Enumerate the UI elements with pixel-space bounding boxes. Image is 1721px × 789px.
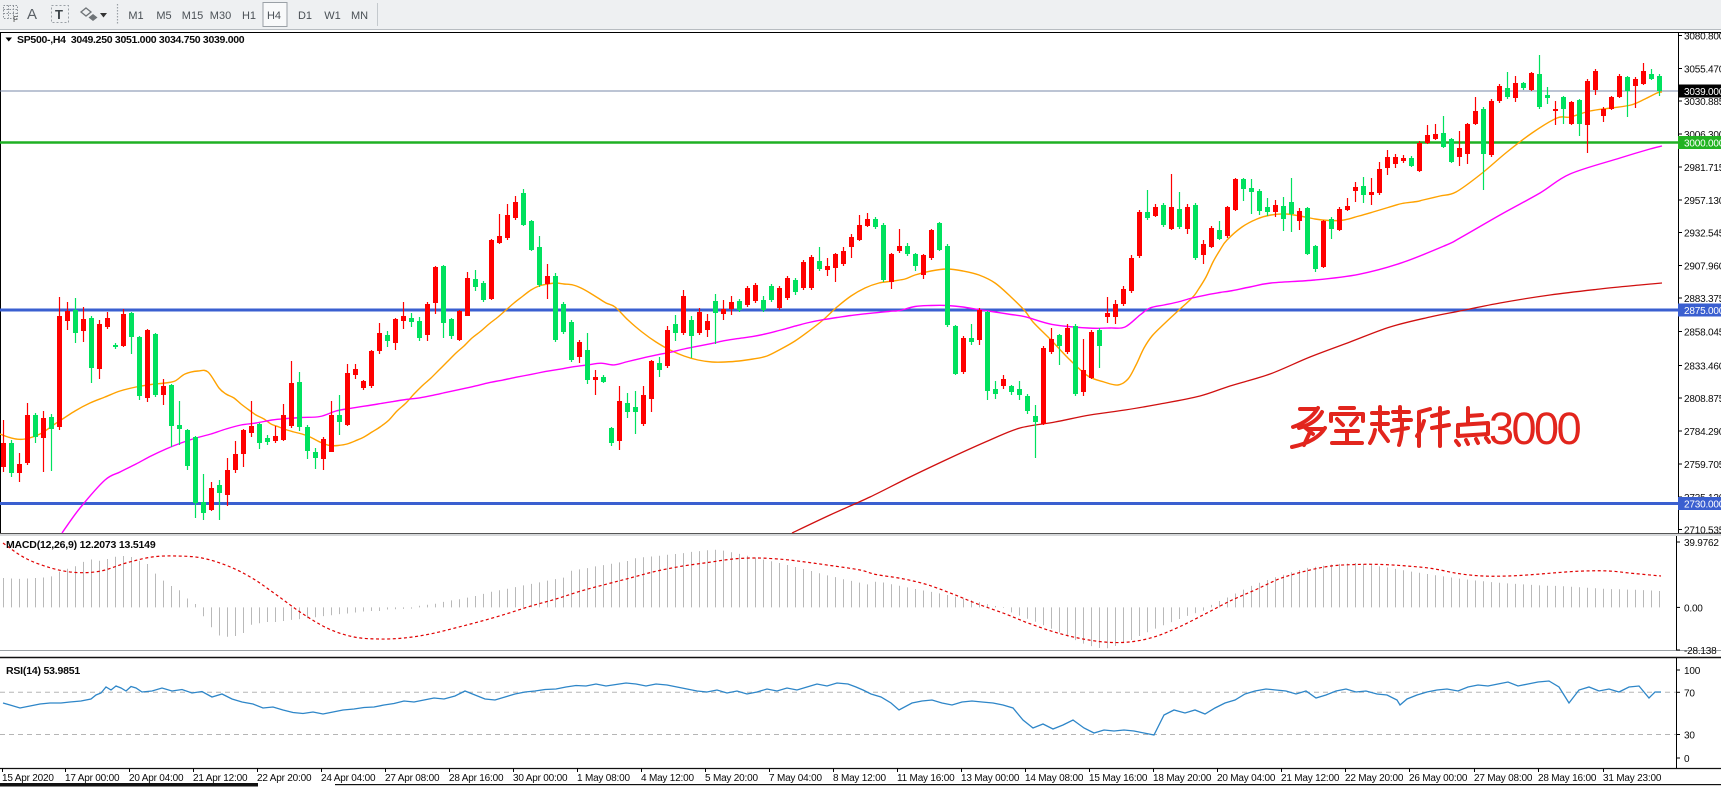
svg-text:27 Apr 08:00: 27 Apr 08:00 xyxy=(385,773,440,784)
svg-text:100: 100 xyxy=(1684,666,1701,677)
svg-text:5 May 20:00: 5 May 20:00 xyxy=(705,773,758,784)
svg-text:2858.045: 2858.045 xyxy=(1684,328,1721,339)
svg-text:H1: H1 xyxy=(242,10,256,22)
svg-text:M1: M1 xyxy=(128,10,143,22)
svg-text:26 May 00:00: 26 May 00:00 xyxy=(1409,773,1468,784)
svg-text:T: T xyxy=(55,7,63,22)
svg-text:2932.545: 2932.545 xyxy=(1684,229,1721,240)
svg-text:11 May 16:00: 11 May 16:00 xyxy=(897,773,955,784)
svg-text:31 May 23:00: 31 May 23:00 xyxy=(1603,773,1662,784)
svg-text:22 May 20:00: 22 May 20:00 xyxy=(1345,773,1404,784)
svg-text:2833.460: 2833.460 xyxy=(1684,362,1721,373)
svg-text:15 Apr 2020: 15 Apr 2020 xyxy=(2,773,54,784)
svg-text:3000.000: 3000.000 xyxy=(1684,139,1721,150)
svg-text:W1: W1 xyxy=(324,10,341,22)
svg-text:2710.535: 2710.535 xyxy=(1684,526,1721,537)
svg-text:7 May 04:00: 7 May 04:00 xyxy=(769,773,822,784)
svg-text:28 May 16:00: 28 May 16:00 xyxy=(1538,773,1597,784)
svg-text:21 Apr 12:00: 21 Apr 12:00 xyxy=(193,773,248,784)
svg-text:D1: D1 xyxy=(298,10,312,22)
svg-text:3039.000: 3039.000 xyxy=(1684,87,1721,98)
svg-text:30: 30 xyxy=(1684,731,1695,742)
svg-text:24 Apr 04:00: 24 Apr 04:00 xyxy=(321,773,376,784)
svg-text:2759.705: 2759.705 xyxy=(1684,460,1721,471)
svg-text:2907.960: 2907.960 xyxy=(1684,262,1721,273)
svg-text:2883.375: 2883.375 xyxy=(1684,294,1721,305)
svg-text:13 May 00:00: 13 May 00:00 xyxy=(961,773,1020,784)
svg-text:14 May 08:00: 14 May 08:00 xyxy=(1025,773,1084,784)
svg-text:28 Apr 16:00: 28 Apr 16:00 xyxy=(449,773,504,784)
svg-text:39.9762: 39.9762 xyxy=(1684,538,1719,549)
svg-text:MN: MN xyxy=(351,10,368,22)
svg-text:M5: M5 xyxy=(156,10,171,22)
svg-text:SP500-,H4 3049.250 3051.000 3: SP500-,H4 3049.250 3051.000 3034.750 303… xyxy=(17,34,245,46)
svg-text:8 May 12:00: 8 May 12:00 xyxy=(833,773,886,784)
svg-text:17 Apr 00:00: 17 Apr 00:00 xyxy=(65,773,120,784)
svg-text:3000: 3000 xyxy=(1489,403,1581,454)
svg-text:3030.885: 3030.885 xyxy=(1684,97,1721,108)
svg-text:30 Apr 00:00: 30 Apr 00:00 xyxy=(513,773,568,784)
svg-text:20 Apr 04:00: 20 Apr 04:00 xyxy=(129,773,184,784)
svg-text:2957.130: 2957.130 xyxy=(1684,196,1721,207)
svg-text:4 May 12:00: 4 May 12:00 xyxy=(641,773,694,784)
svg-text:18 May 20:00: 18 May 20:00 xyxy=(1153,773,1212,784)
svg-text:1 May 08:00: 1 May 08:00 xyxy=(577,773,630,784)
svg-text:0: 0 xyxy=(1684,754,1690,765)
svg-text:MACD(12,26,9) 12.2073 13.5149: MACD(12,26,9) 12.2073 13.5149 xyxy=(6,539,156,551)
svg-text:2808.875: 2808.875 xyxy=(1684,394,1721,405)
svg-text:3080.800: 3080.800 xyxy=(1684,32,1721,43)
svg-text:M15: M15 xyxy=(182,10,203,22)
svg-text:27 May 08:00: 27 May 08:00 xyxy=(1474,773,1533,784)
svg-text:2730.000: 2730.000 xyxy=(1684,500,1721,511)
svg-text:A: A xyxy=(27,6,37,23)
svg-text:20 May 04:00: 20 May 04:00 xyxy=(1217,773,1276,784)
svg-text:2981.715: 2981.715 xyxy=(1684,163,1721,174)
svg-text:RSI(14) 53.9851: RSI(14) 53.9851 xyxy=(6,665,80,677)
svg-text:0.00: 0.00 xyxy=(1684,603,1703,614)
svg-text:21 May 12:00: 21 May 12:00 xyxy=(1281,773,1340,784)
svg-text:F: F xyxy=(13,15,18,24)
svg-text:3055.470: 3055.470 xyxy=(1684,65,1721,76)
svg-text:-28.138: -28.138 xyxy=(1684,646,1717,657)
svg-text:15 May 16:00: 15 May 16:00 xyxy=(1089,773,1148,784)
svg-text:2875.000: 2875.000 xyxy=(1684,306,1721,317)
svg-text:M30: M30 xyxy=(210,10,231,22)
svg-text:H4: H4 xyxy=(267,10,281,22)
svg-text:70: 70 xyxy=(1684,688,1695,699)
svg-text:3006.300: 3006.300 xyxy=(1684,130,1721,141)
svg-text:22 Apr 20:00: 22 Apr 20:00 xyxy=(257,773,312,784)
svg-text:2784.290: 2784.290 xyxy=(1684,427,1721,438)
